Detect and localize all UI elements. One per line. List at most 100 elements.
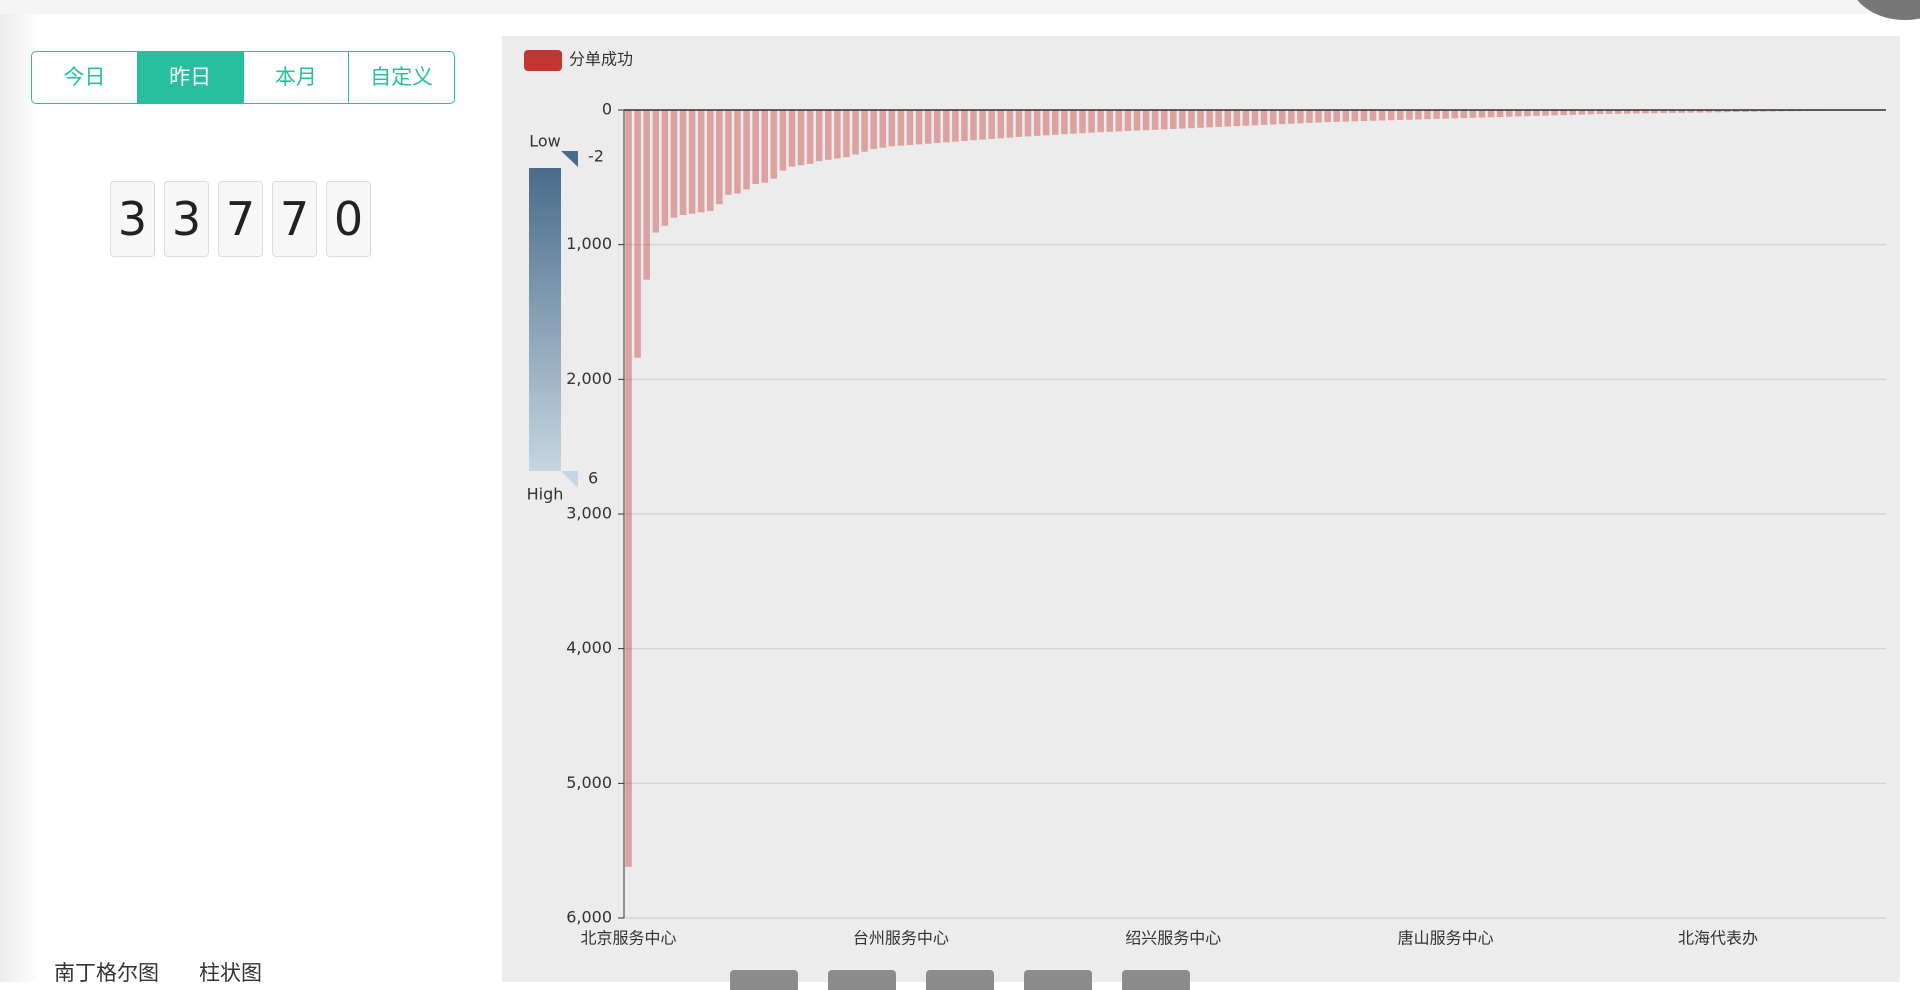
x-tick-label: 绍兴服务中心 (1125, 929, 1221, 948)
bar (1170, 110, 1177, 129)
bar (771, 110, 778, 179)
bar (852, 110, 859, 154)
bar (1333, 110, 1340, 122)
bar (1070, 110, 1077, 134)
bar (1197, 110, 1204, 128)
bar (1152, 110, 1159, 130)
bar (1461, 110, 1468, 118)
bar (1224, 110, 1231, 127)
bar (1551, 110, 1558, 115)
bar (1560, 110, 1567, 115)
bar (1234, 110, 1241, 126)
bar (988, 110, 995, 139)
bar (961, 110, 968, 141)
bar (1034, 110, 1041, 136)
bar (1379, 110, 1386, 121)
y-tick-label: 2,000 (566, 369, 612, 388)
visual-map-high: High (527, 485, 564, 504)
bar (1088, 110, 1095, 133)
bar (807, 110, 814, 164)
y-tick-label: 1,000 (566, 234, 612, 253)
y-tick-label: 4,000 (566, 638, 612, 657)
bar (689, 110, 696, 214)
bar (898, 110, 905, 146)
x-tick-label: 台州服务中心 (853, 929, 949, 948)
bar (1279, 110, 1286, 124)
bar (1252, 110, 1259, 125)
bar (889, 110, 896, 146)
bar (1324, 110, 1331, 122)
visual-map-low: Low (529, 132, 561, 151)
bar (1406, 110, 1413, 120)
bar (1215, 110, 1222, 127)
bar (1424, 110, 1431, 119)
bar (1125, 110, 1132, 131)
bar (816, 110, 823, 161)
bar (1116, 110, 1123, 131)
visual-map-bar (529, 168, 561, 471)
bar (1415, 110, 1422, 119)
bar (653, 110, 660, 233)
bar (643, 110, 650, 280)
bar (1288, 110, 1295, 124)
bar (943, 110, 950, 142)
bar (1306, 110, 1313, 123)
bar (1043, 110, 1050, 135)
bar (634, 110, 641, 358)
bar (1052, 110, 1059, 135)
bar (1397, 110, 1404, 120)
bar (1315, 110, 1322, 123)
bar (861, 110, 868, 152)
y-tick-label: 0 (602, 100, 612, 119)
bar (1061, 110, 1068, 134)
bar (1270, 110, 1277, 125)
bar (1479, 110, 1486, 118)
bar (1388, 110, 1395, 120)
bar (1179, 110, 1186, 129)
bar (1497, 110, 1504, 117)
bar (843, 110, 850, 157)
bar (1451, 110, 1458, 118)
bar (998, 110, 1005, 138)
bar (1442, 110, 1449, 119)
bar (1488, 110, 1495, 117)
bar (907, 110, 914, 145)
bar (1542, 110, 1549, 116)
bar (1134, 110, 1141, 131)
bar (1370, 110, 1377, 121)
bar (1243, 110, 1250, 126)
bar (870, 110, 877, 149)
x-tick-label: 唐山服务中心 (1398, 929, 1494, 948)
bar (1261, 110, 1268, 125)
bar (1143, 110, 1150, 130)
bar (1433, 110, 1440, 119)
bar (1079, 110, 1086, 133)
bar (1533, 110, 1540, 116)
bar (879, 110, 886, 148)
bar (1361, 110, 1368, 121)
bar (1297, 110, 1304, 123)
visual-map-handle (561, 471, 578, 488)
y-tick-label: 6,000 (566, 908, 612, 927)
bar (1343, 110, 1350, 122)
bar (734, 110, 741, 193)
visual-map-max: 6 (588, 469, 598, 488)
bar (1506, 110, 1513, 117)
bar (625, 110, 632, 867)
bar (1016, 110, 1023, 137)
bar (952, 110, 959, 142)
bar (707, 110, 714, 211)
bar (979, 110, 986, 140)
bar (752, 110, 759, 184)
legend-label: 分单成功 (569, 50, 633, 69)
bar (1470, 110, 1477, 118)
visual-map-min: -2 (588, 147, 604, 166)
legend-swatch (524, 50, 562, 71)
bar (662, 110, 669, 226)
bar (743, 110, 750, 189)
bar (780, 110, 787, 171)
visual-map-handle (561, 151, 578, 167)
